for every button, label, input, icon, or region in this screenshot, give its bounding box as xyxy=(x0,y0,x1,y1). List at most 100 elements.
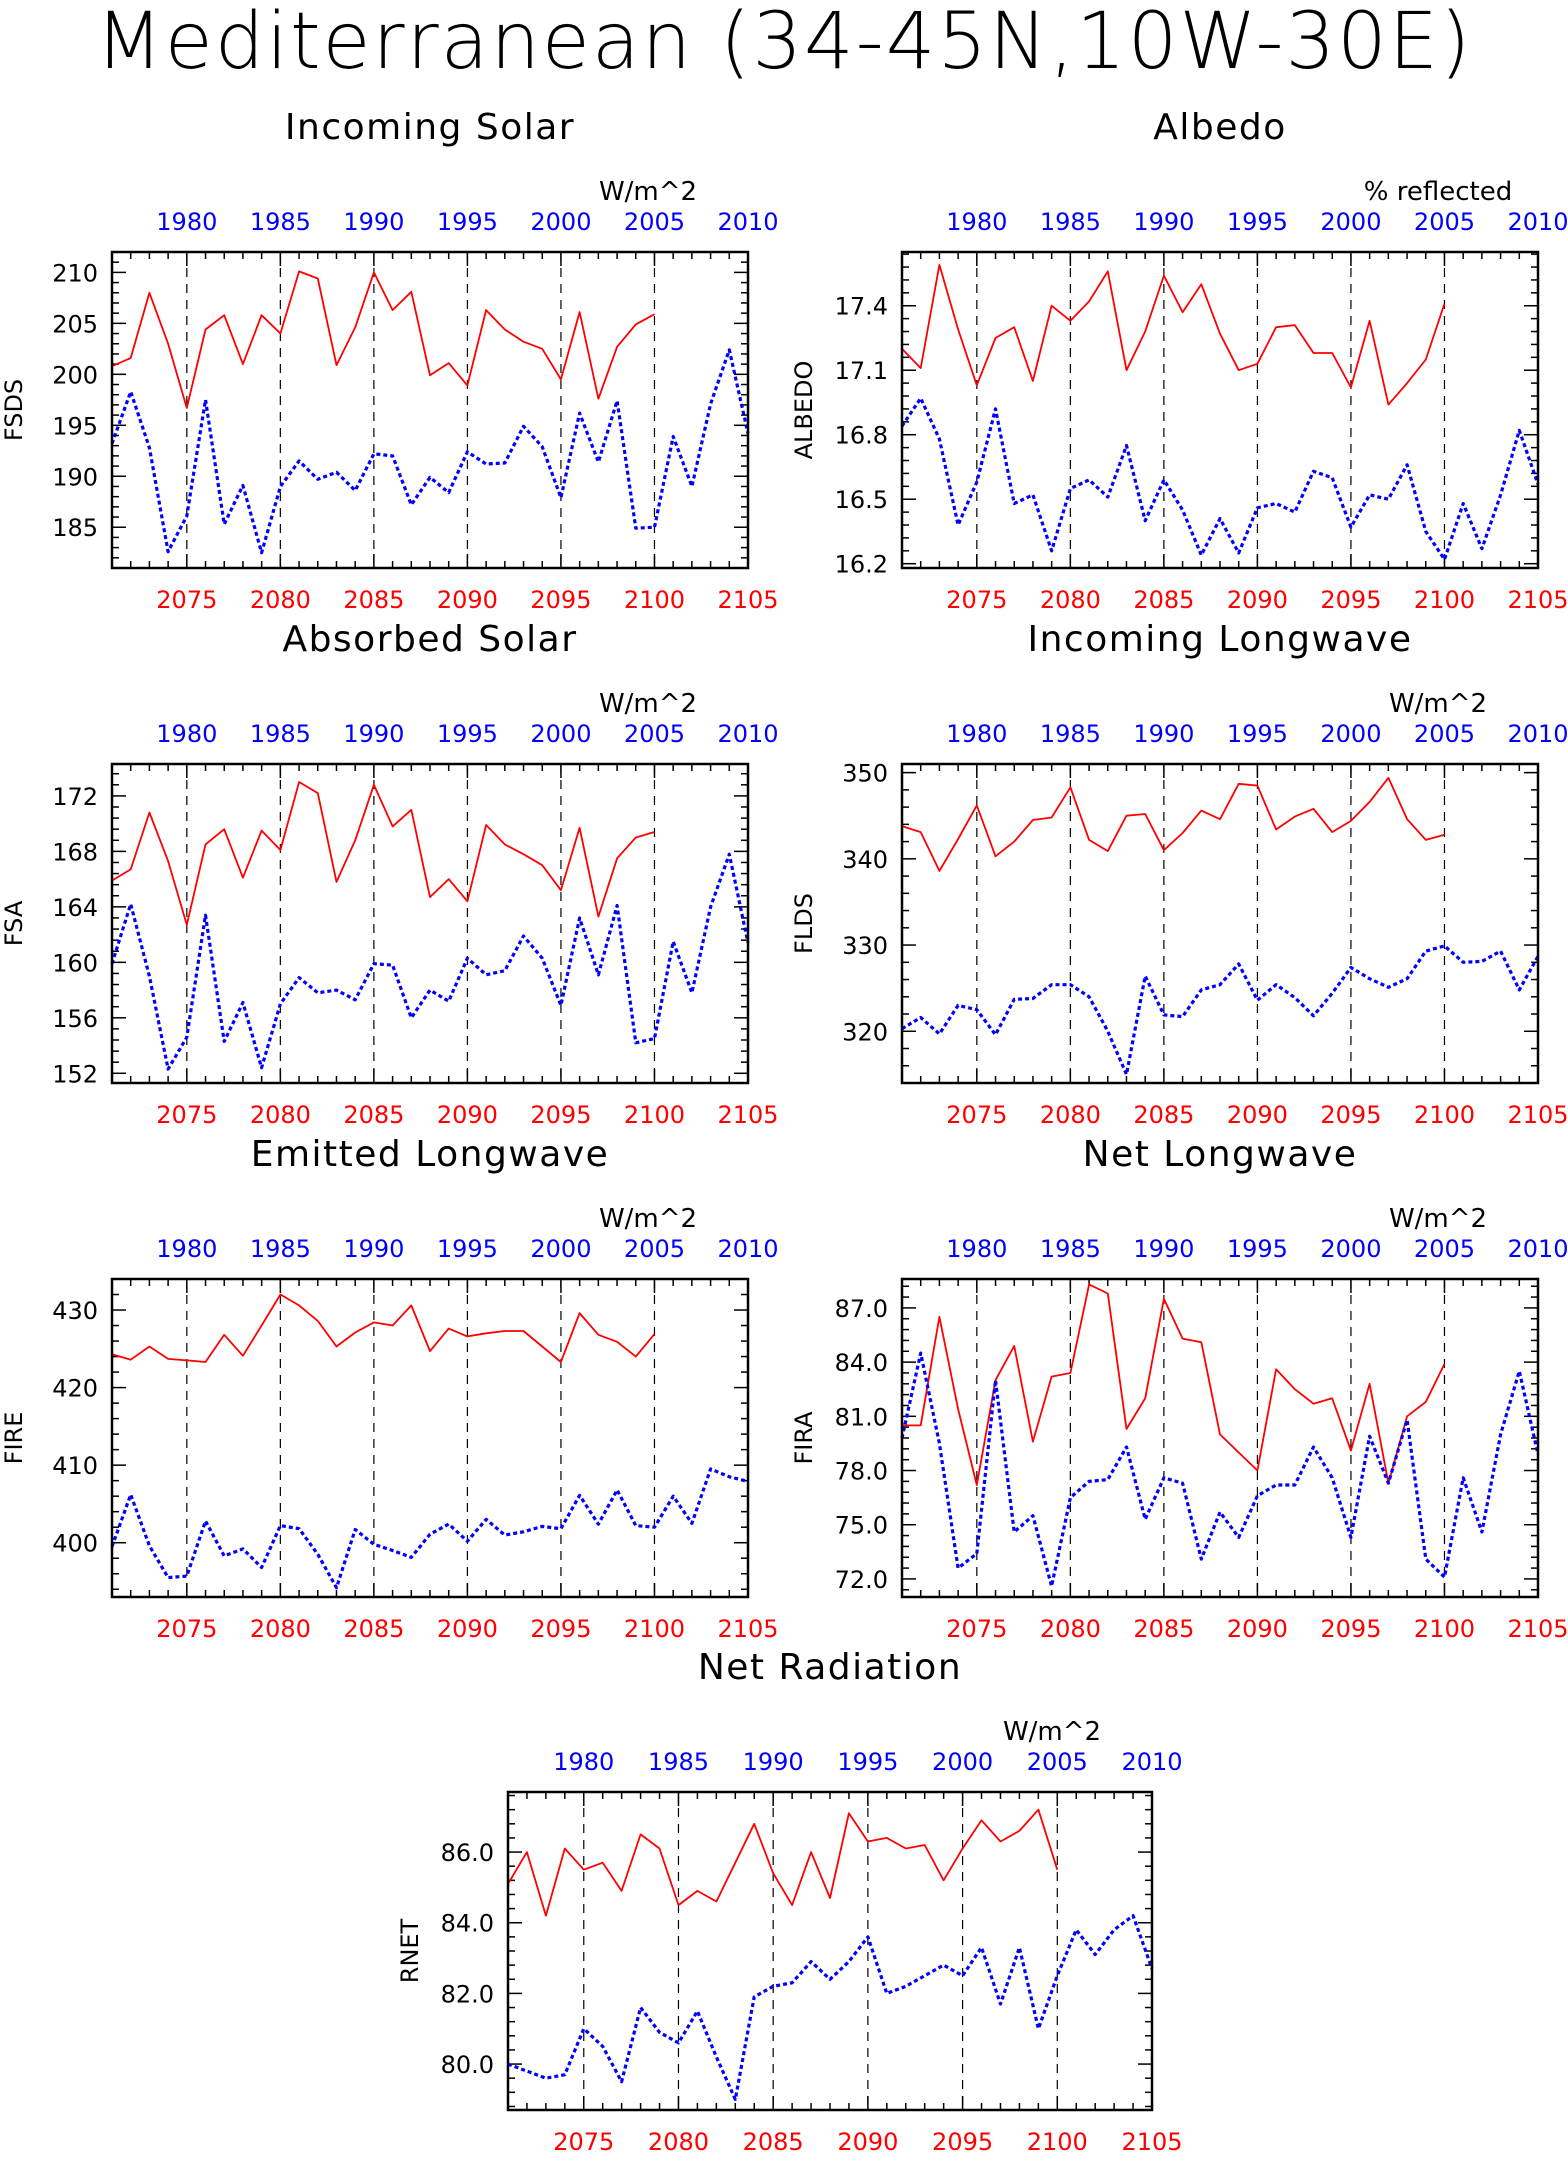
x-tick-label-top: 2000 xyxy=(1320,1235,1381,1263)
x-tick-label-top: 1985 xyxy=(250,720,311,748)
y-axis-label: FIRE xyxy=(0,1412,28,1465)
y-tick-label: 210 xyxy=(52,259,98,287)
y-tick-label: 350 xyxy=(842,760,888,788)
series-line-future xyxy=(901,776,1445,872)
series-line-future xyxy=(111,1293,656,1363)
x-tick-label-bottom: 2080 xyxy=(250,1101,311,1129)
x-tick-label-top: 2005 xyxy=(1414,1235,1475,1263)
x-tick-label-top: 1995 xyxy=(1227,1235,1288,1263)
y-tick-label: 160 xyxy=(52,949,98,977)
x-tick-label-top: 2005 xyxy=(624,1235,685,1263)
x-tick-label-top: 2000 xyxy=(932,1748,993,1776)
y-axis-label: FIRA xyxy=(790,1411,818,1465)
x-tick-label-top: 1985 xyxy=(648,1748,709,1776)
x-tick-label-top: 1980 xyxy=(946,1235,1007,1263)
x-tick-label-top: 2010 xyxy=(1507,720,1568,748)
panel-fsds: Incoming Solar W/m^2 FSDS 2075 2080 2085 2090 2… xyxy=(0,107,779,614)
x-tick-label-bottom: 2085 xyxy=(343,586,404,614)
y-tick-label: 152 xyxy=(52,1060,98,1088)
x-tick-label-bottom: 2090 xyxy=(437,1101,498,1129)
x-tick-label-bottom: 2100 xyxy=(624,1615,685,1643)
y-tick-label: 87.0 xyxy=(835,1295,888,1323)
x-tick-label-bottom: 2095 xyxy=(530,1101,591,1129)
y-tick-label: 205 xyxy=(52,310,98,338)
y-axis-label: FSA xyxy=(0,900,28,946)
x-tick-label-bottom: 2095 xyxy=(932,2128,993,2156)
panel-title: Net Longwave xyxy=(1083,1134,1358,1175)
y-tick-label: 330 xyxy=(842,932,888,960)
x-tick-label-bottom: 2075 xyxy=(156,1615,217,1643)
x-tick-label-bottom: 2080 xyxy=(250,586,311,614)
panel-albedo: Albedo % reflected ALBEDO 2075 2080 2085 2090 2… xyxy=(790,107,1568,614)
y-axis-label: FLDS xyxy=(790,893,818,954)
x-tick-label-bottom: 2095 xyxy=(1320,1101,1381,1129)
x-tick-label-bottom: 2080 xyxy=(250,1615,311,1643)
y-tick-label: 400 xyxy=(52,1530,98,1558)
series-line-future xyxy=(507,1808,1059,1917)
x-tick-label-top: 2005 xyxy=(624,208,685,236)
x-tick-label-top: 2005 xyxy=(1027,1748,1088,1776)
panel-title: Net Radiation xyxy=(698,1647,962,1688)
panel-fsa: Absorbed Solar W/m^2 FSA 2075 2080 2085 2090 20… xyxy=(0,619,779,1129)
y-tick-label: 195 xyxy=(52,412,98,440)
x-tick-label-top: 1980 xyxy=(553,1748,614,1776)
y-axis-label: ALBEDO xyxy=(790,361,818,460)
series-line-future xyxy=(902,1283,1446,1486)
x-tick-label-top: 1980 xyxy=(156,208,217,236)
x-tick-label-top: 1985 xyxy=(1040,208,1101,236)
x-tick-label-top: 2005 xyxy=(624,720,685,748)
x-tick-label-top: 1995 xyxy=(1227,208,1288,236)
x-tick-label-bottom: 2075 xyxy=(156,1101,217,1129)
x-tick-label-top: 2000 xyxy=(1320,720,1381,748)
plot-frame xyxy=(900,250,1540,570)
series-line-historical xyxy=(901,944,1540,1077)
y-tick-label: 168 xyxy=(52,838,98,866)
y-tick-label: 80.0 xyxy=(441,2051,494,2079)
x-tick-label-bottom: 2095 xyxy=(1320,1615,1381,1643)
x-tick-label-top: 1995 xyxy=(437,208,498,236)
units-label: W/m^2 xyxy=(599,1204,697,1234)
units-label: W/m^2 xyxy=(599,177,697,207)
panel-title: Incoming Longwave xyxy=(1027,619,1412,660)
units-label: W/m^2 xyxy=(1003,1717,1101,1747)
x-tick-label-top: 2010 xyxy=(1121,1748,1182,1776)
y-tick-label: 75.0 xyxy=(835,1512,888,1540)
y-axis-label: RNET xyxy=(396,1918,424,1983)
x-tick-label-bottom: 2095 xyxy=(530,1615,591,1643)
x-tick-label-bottom: 2080 xyxy=(1040,586,1101,614)
x-tick-label-bottom: 2085 xyxy=(1133,586,1194,614)
units-label: W/m^2 xyxy=(1389,689,1487,719)
x-tick-label-top: 2000 xyxy=(530,1235,591,1263)
x-tick-label-bottom: 2075 xyxy=(553,2128,614,2156)
x-tick-label-top: 2010 xyxy=(1507,208,1568,236)
x-tick-label-top: 1995 xyxy=(437,720,498,748)
y-axis-label: FSDS xyxy=(0,379,28,441)
panel-fire: Emitted Longwave W/m^2 FIRE 2075 2080 2085 209… xyxy=(0,1134,779,1643)
x-tick-label-bottom: 2100 xyxy=(624,586,685,614)
y-tick-label: 172 xyxy=(52,783,98,811)
x-tick-label-bottom: 2085 xyxy=(743,2128,804,2156)
y-tick-label: 420 xyxy=(52,1375,98,1403)
x-tick-label-top: 1985 xyxy=(250,208,311,236)
y-tick-label: 320 xyxy=(842,1018,888,1046)
x-tick-label-top: 1995 xyxy=(437,1235,498,1263)
x-tick-label-top: 1980 xyxy=(946,720,1007,748)
x-tick-label-bottom: 2105 xyxy=(1121,2128,1182,2156)
x-tick-label-top: 2000 xyxy=(530,720,591,748)
x-tick-label-top: 1990 xyxy=(343,1235,404,1263)
y-tick-label: 190 xyxy=(52,463,98,491)
y-tick-label: 81.0 xyxy=(835,1403,888,1431)
plot-frame xyxy=(110,762,750,1085)
y-tick-label: 84.0 xyxy=(835,1349,888,1377)
x-tick-label-bottom: 2085 xyxy=(343,1101,404,1129)
plot-frame xyxy=(900,1277,1540,1599)
units-label: W/m^2 xyxy=(599,689,697,719)
y-tick-label: 82.0 xyxy=(441,1980,494,2008)
panel-title: Albedo xyxy=(1153,107,1287,148)
units-label: W/m^2 xyxy=(1389,1204,1487,1234)
series-line-historical xyxy=(900,1351,1540,1588)
x-tick-label-bottom: 2090 xyxy=(1227,1101,1288,1129)
panel-flds: Incoming Longwave W/m^2 FLDS 2075 2080 2085 20… xyxy=(790,619,1568,1129)
x-tick-label-top: 1985 xyxy=(1040,720,1101,748)
